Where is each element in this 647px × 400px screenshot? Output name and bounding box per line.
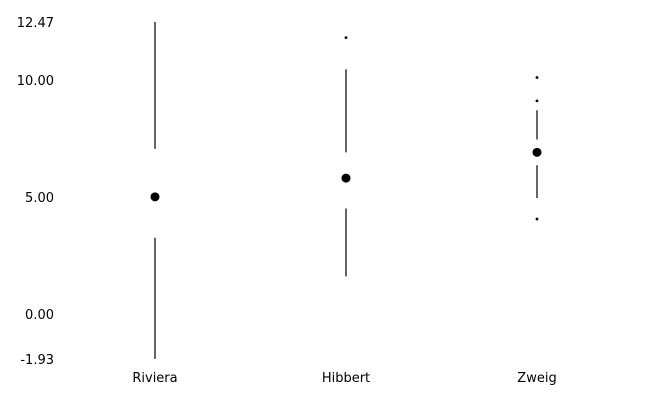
median-marker	[532, 147, 542, 157]
y-axis-ticks: 12.47 10.00 5.00 0.00 -1.93	[17, 16, 54, 368]
plot-marks	[150, 22, 542, 359]
y-tick-label: 0.00	[25, 308, 54, 323]
y-tick-label: 5.00	[25, 191, 54, 206]
median-marker	[150, 192, 160, 202]
box-hibbert	[341, 36, 351, 277]
y-tick-label: -1.93	[20, 353, 54, 368]
outlier-point	[535, 217, 539, 221]
y-tick-label: 12.47	[17, 16, 54, 31]
median-marker	[341, 173, 351, 183]
outlier-point	[535, 99, 539, 103]
x-axis-ticks: Riviera Hibbert Zweig	[132, 371, 556, 386]
x-tick-label-zweig: Zweig	[517, 371, 556, 386]
x-tick-label-hibbert: Hibbert	[322, 371, 370, 386]
outlier-point	[535, 76, 539, 79]
y-tick-label: 10.00	[17, 74, 54, 89]
box-zweig	[532, 76, 542, 221]
box-riviera	[150, 22, 160, 359]
x-tick-label-riviera: Riviera	[132, 371, 177, 386]
outlier-point	[344, 36, 348, 40]
